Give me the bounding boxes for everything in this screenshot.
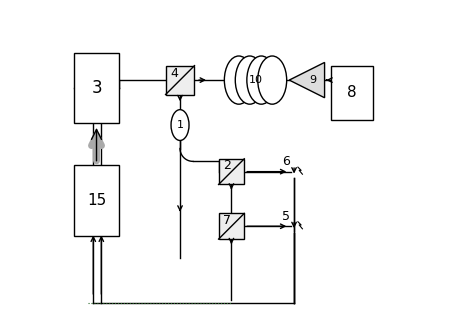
Text: 6: 6	[282, 155, 290, 168]
Text: 8: 8	[347, 86, 357, 100]
Ellipse shape	[247, 56, 276, 104]
Ellipse shape	[171, 110, 189, 141]
Text: 9: 9	[310, 75, 317, 85]
Ellipse shape	[258, 56, 287, 104]
Text: 3: 3	[91, 79, 102, 97]
FancyBboxPatch shape	[166, 66, 194, 95]
FancyBboxPatch shape	[74, 165, 119, 236]
Text: 1: 1	[176, 120, 184, 130]
Text: 7: 7	[223, 214, 230, 227]
FancyBboxPatch shape	[331, 66, 373, 120]
Text: 5: 5	[282, 210, 290, 223]
Ellipse shape	[235, 56, 264, 104]
Polygon shape	[289, 63, 324, 98]
FancyBboxPatch shape	[74, 53, 119, 123]
Text: 15: 15	[87, 193, 106, 208]
Text: 4: 4	[171, 67, 178, 80]
FancyBboxPatch shape	[219, 159, 244, 184]
Text: 2: 2	[223, 159, 230, 172]
Text: 10: 10	[248, 75, 262, 85]
FancyBboxPatch shape	[219, 214, 244, 239]
Ellipse shape	[225, 56, 253, 104]
